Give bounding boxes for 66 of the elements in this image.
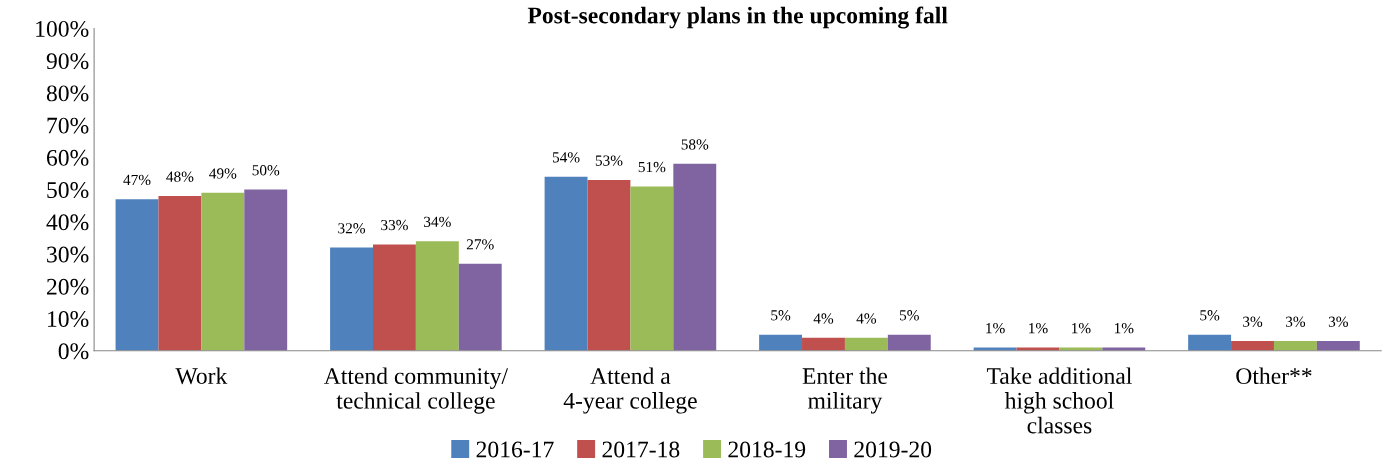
y-tick-label: 0% [58,343,89,360]
y-tick-label: 40% [46,214,89,231]
data-label: 47% [123,174,151,186]
legend-label: 2017-18 [602,441,680,458]
y-tick-label: 30% [47,246,89,263]
data-label: 5% [1200,310,1220,321]
bar [802,337,845,351]
bar [330,247,373,351]
bar [630,186,674,351]
data-label: 32% [338,223,366,234]
bar [115,199,159,351]
data-label: 27% [466,239,494,250]
data-label: 3% [1328,316,1348,327]
data-label: 51% [638,161,666,173]
bar [458,263,502,351]
y-tick-label: 80% [46,85,89,102]
chart-title: Post-secondary plans in the upcoming fall [527,6,948,29]
data-label: 4% [813,313,834,324]
data-label: 3% [1285,316,1306,327]
data-label: 3% [1243,316,1263,327]
data-label: 58% [681,139,709,150]
data-label: 49% [209,168,237,179]
legend-label: 2018-19 [728,441,806,458]
x-tick-label: Attend community/ technical college [323,367,509,414]
bar [887,334,931,351]
bar [415,241,459,351]
bar [244,189,288,351]
bar [759,334,803,351]
data-label: 48% [166,171,194,182]
bar [587,179,631,351]
bar [1188,334,1232,351]
x-tick-label: Work [175,367,228,385]
data-label: 5% [899,310,919,321]
bar [1316,341,1360,351]
data-label: 1% [1114,323,1134,334]
data-label: 50% [252,165,280,176]
data-label: 33% [381,219,408,231]
bar [544,176,588,351]
bar [158,196,202,351]
bar [673,163,717,351]
y-tick-label: 20% [47,278,89,295]
y-tick-label: 100% [36,20,89,37]
data-label: 1% [986,323,1005,334]
y-tick-label: 60% [46,149,89,166]
data-label: 1% [1029,323,1048,334]
legend-label: 2019-20 [854,441,932,458]
y-tick-label: 70% [47,117,89,134]
x-tick-label: Take additional high school classes [986,367,1132,434]
data-label: 1% [1072,323,1091,334]
y-tick-label: 50% [47,182,89,199]
legend-label: 2016-17 [476,441,554,458]
x-tick-label: Other** [1236,367,1312,385]
y-tick-label: 10% [48,311,89,328]
bar [1231,341,1274,351]
x-tick-label: Attend a 4-year college [563,367,697,414]
y-tick-label: 90% [46,53,89,70]
bar [1273,341,1317,351]
bar [201,192,245,351]
data-label: 4% [856,313,877,324]
data-label: 54% [552,152,580,163]
x-tick-label: Enter the military [802,367,888,414]
bar [372,244,416,351]
data-label: 5% [771,310,791,321]
data-label: 53% [595,155,623,166]
bar [844,337,888,351]
data-label: 34% [424,216,451,228]
